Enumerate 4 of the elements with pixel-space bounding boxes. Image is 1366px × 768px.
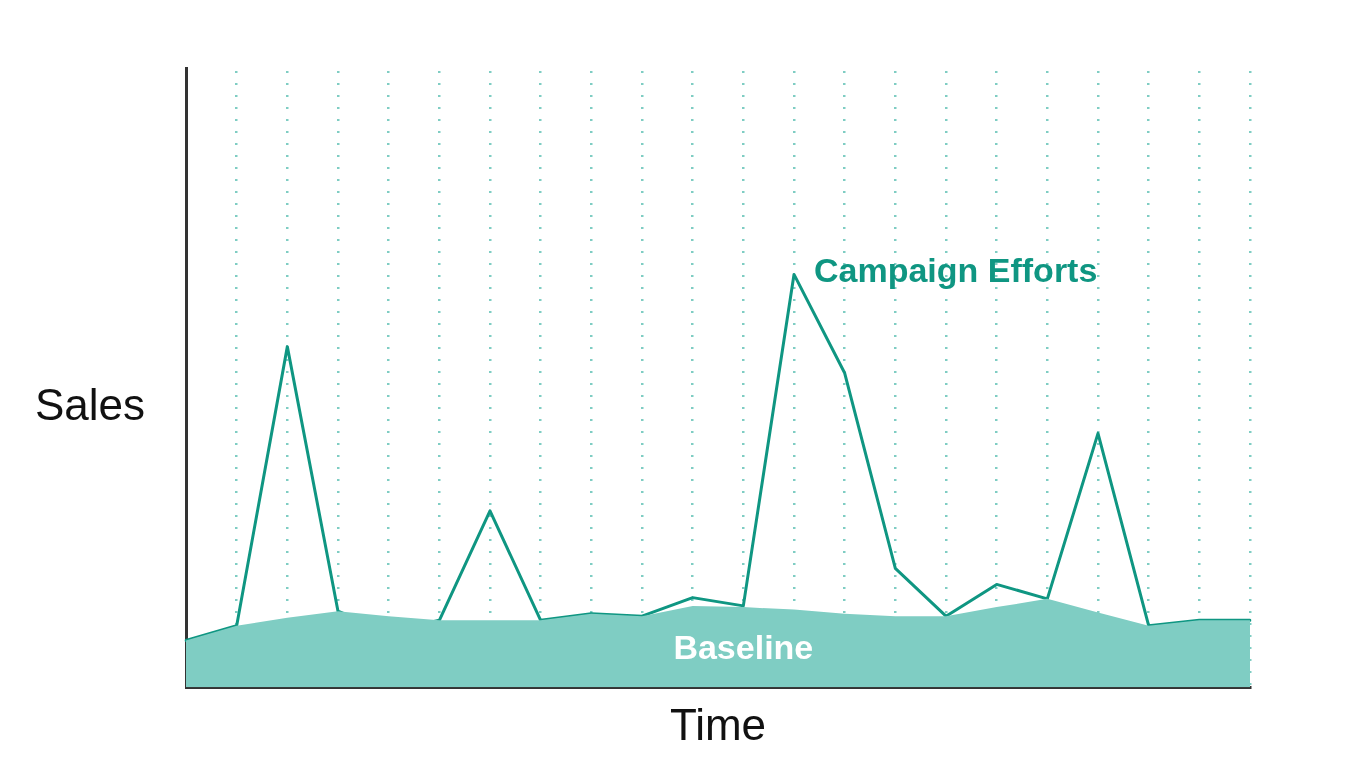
series-label: Campaign Efforts	[814, 250, 1098, 289]
x-axis-title: Time	[669, 699, 767, 749]
y-axis-title: Sales	[34, 379, 146, 429]
series-label: Baseline	[673, 627, 814, 666]
